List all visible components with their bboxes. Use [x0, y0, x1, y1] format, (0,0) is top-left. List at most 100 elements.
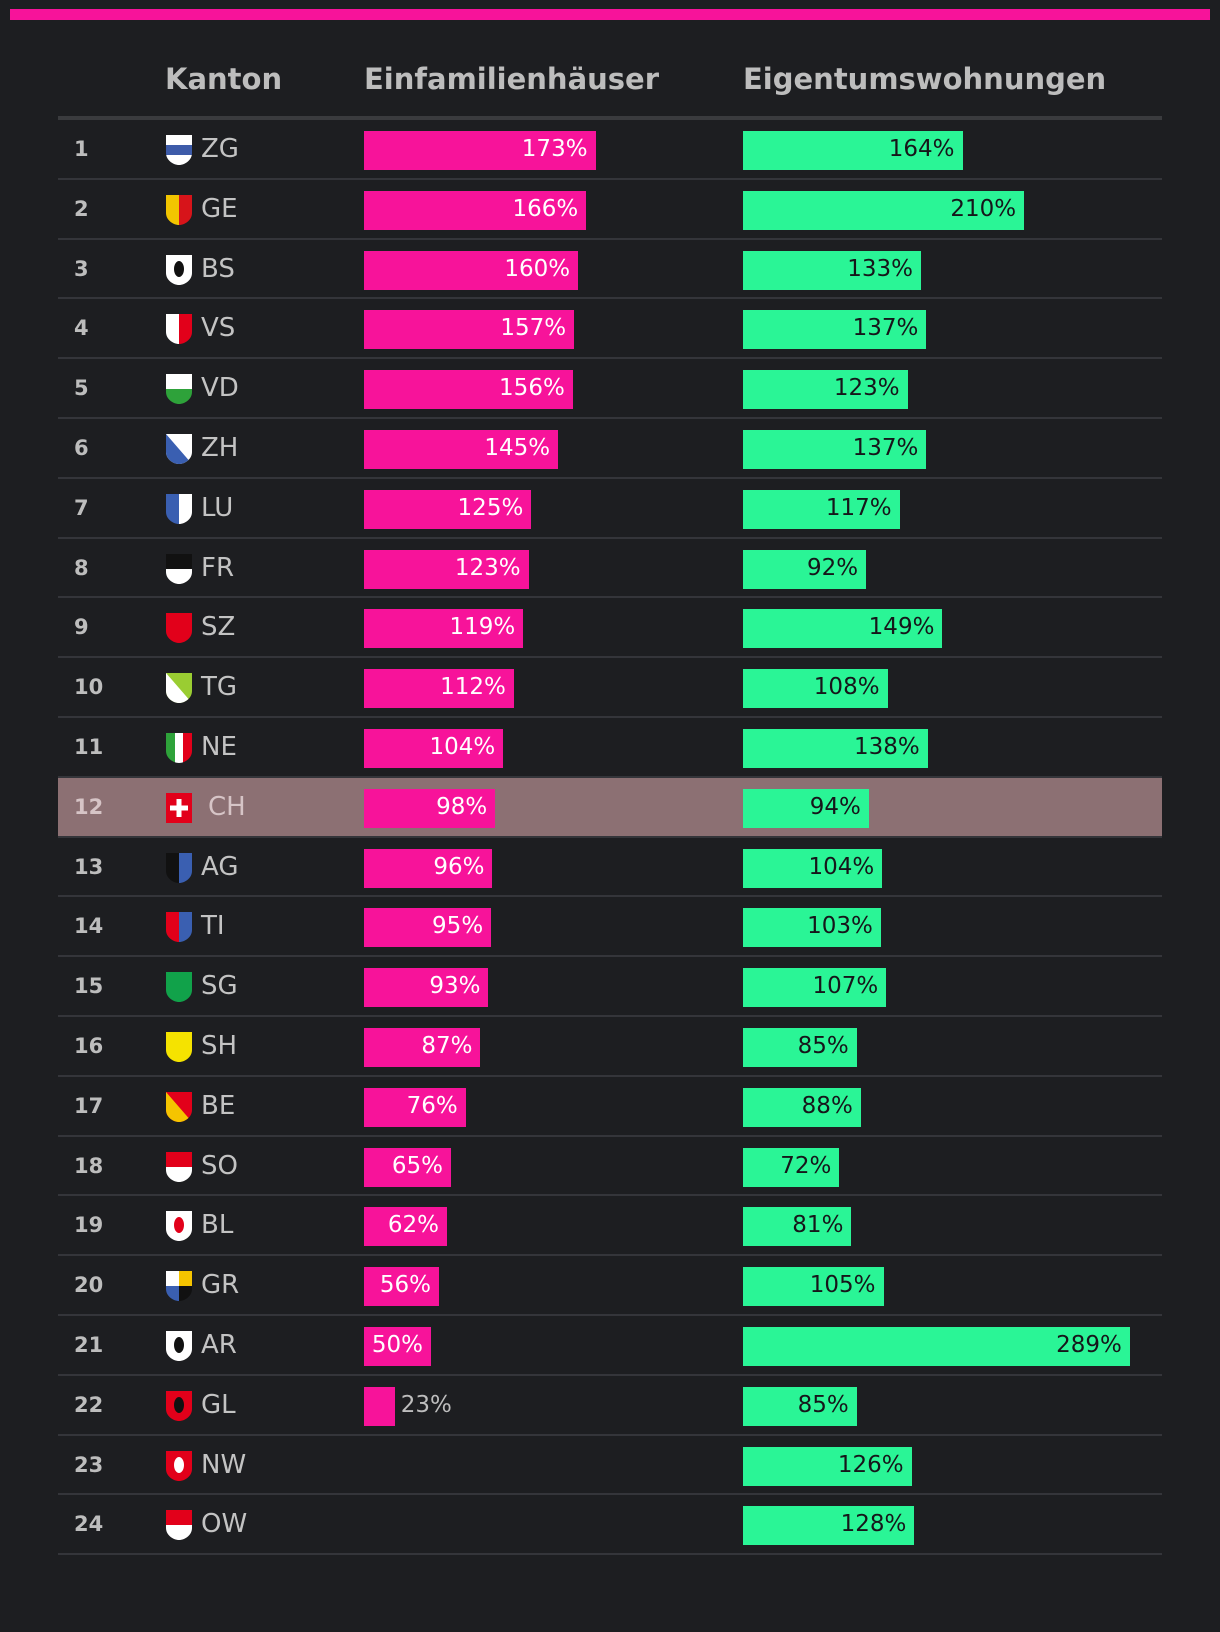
rank-label: 22: [74, 1392, 104, 1417]
column-header-einfamilienhaeuser: Einfamilienhäuser: [364, 62, 660, 96]
canton-label: SO: [201, 1150, 238, 1181]
rank-label: 12: [74, 794, 104, 819]
tg-flag-icon: [166, 673, 192, 704]
canton-label: SH: [201, 1030, 238, 1061]
value-label-einfamilienhaeuser: 95%: [432, 913, 484, 940]
rank-label: 23: [74, 1452, 104, 1477]
value-label-eigentumswohnungen: 105%: [809, 1272, 876, 1299]
rank-label: 11: [74, 734, 104, 759]
canton-label: SG: [201, 971, 238, 1002]
rank-label: 19: [74, 1213, 104, 1238]
table-row: 2 GE 166% 210%: [58, 180, 1162, 240]
value-label-eigentumswohnungen: 107%: [812, 973, 879, 1000]
table-row: 19 BL 62% 81%: [58, 1196, 1162, 1257]
gl-flag-icon: [166, 1390, 192, 1421]
bar-einfamilienhaeuser: [364, 1027, 481, 1067]
canton-label: ZG: [201, 134, 239, 164]
table-row: 23 NW 126%: [58, 1436, 1162, 1496]
sz-flag-icon: [166, 613, 192, 644]
value-label-einfamilienhaeuser: 104%: [429, 733, 496, 760]
value-label-einfamilienhaeuser: 87%: [421, 1032, 473, 1059]
bar-einfamilienhaeuser: [364, 310, 575, 350]
value-label-eigentumswohnungen: 88%: [801, 1092, 853, 1119]
bar-eigentumswohnungen: [743, 669, 888, 709]
rank-label: 8: [74, 555, 89, 580]
rank-label: 2: [74, 196, 89, 221]
accent-top-bar: [10, 9, 1210, 20]
bar-einfamilienhaeuser: [364, 190, 587, 230]
canton-label: LU: [201, 492, 234, 523]
rank-label: 24: [74, 1512, 104, 1537]
canton-label: VS: [201, 313, 236, 344]
bar-eigentumswohnungen: [743, 1147, 840, 1187]
table-row: 12 CH 98% 94%: [58, 777, 1162, 838]
sh-flag-icon: [166, 1031, 192, 1062]
value-label-einfamilienhaeuser: 157%: [500, 315, 567, 342]
bar-eigentumswohnungen: [743, 310, 927, 350]
ar-flag-icon: [166, 1330, 192, 1361]
bar-einfamilienhaeuser: [364, 669, 514, 709]
canton-label: BL: [201, 1210, 234, 1241]
rank-label: 3: [74, 256, 89, 281]
rank-label: 21: [74, 1332, 104, 1357]
canton-label: NW: [201, 1449, 247, 1480]
value-label-einfamilienhaeuser: 160%: [504, 255, 571, 282]
so-flag-icon: [166, 1151, 192, 1182]
value-label-einfamilienhaeuser: 112%: [440, 674, 506, 701]
table-row: 24 OW 128%: [58, 1495, 1162, 1556]
value-label-eigentumswohnungen: 126%: [837, 1451, 904, 1478]
canton-label: GL: [201, 1389, 236, 1420]
flag-icon-0: [166, 135, 192, 165]
canton-label: TI: [201, 911, 225, 942]
canton-label: BE: [201, 1090, 236, 1121]
canton-label: SZ: [201, 612, 236, 643]
table-row: 15 SG 93% 107%: [58, 957, 1162, 1017]
bar-eigentumswohnungen: [743, 549, 867, 589]
value-label-eigentumswohnungen: 85%: [797, 1032, 849, 1059]
bar-einfamilienhaeuser: [364, 1386, 395, 1426]
table-row: 18 SO 65% 72%: [58, 1137, 1162, 1197]
value-label-einfamilienhaeuser: 62%: [387, 1212, 439, 1239]
table-row: 16 SH 87% 85%: [58, 1017, 1162, 1077]
value-label-einfamilienhaeuser: 23%: [400, 1391, 452, 1418]
lu-flag-icon: [166, 493, 192, 524]
value-label-einfamilienhaeuser: 56%: [379, 1272, 431, 1299]
bar-einfamilienhaeuser: [364, 549, 529, 589]
bar-eigentumswohnungen: [743, 1446, 912, 1486]
fr-flag-icon: [166, 553, 192, 584]
bar-eigentumswohnungen: [743, 1207, 852, 1247]
value-label-einfamilienhaeuser: 98%: [436, 793, 488, 820]
canton-label: AR: [201, 1329, 237, 1360]
rank-label: 1: [74, 137, 89, 161]
bar-eigentumswohnungen: [743, 908, 881, 948]
table-row: 3 BS 160% 133%: [58, 240, 1162, 300]
value-label-einfamilienhaeuser: 119%: [449, 614, 516, 641]
canton-label: AG: [201, 851, 239, 882]
bar-einfamilienhaeuser: [364, 788, 496, 828]
value-label-eigentumswohnungen: 164%: [888, 136, 955, 162]
bs-flag-icon: [166, 254, 192, 285]
value-label-eigentumswohnungen: 133%: [847, 255, 914, 282]
bar-eigentumswohnungen: [743, 370, 908, 410]
value-label-eigentumswohnungen: 108%: [813, 674, 880, 701]
bar-eigentumswohnungen: [743, 131, 963, 170]
table-body: 1 ZG 173% 164% 2 GE 166% 210% 3 BS 160% 133% 4 VS 157%…: [58, 120, 1162, 1556]
bar-eigentumswohnungen: [743, 1326, 1130, 1366]
canton-label: GR: [201, 1270, 240, 1301]
value-label-eigentumswohnungen: 128%: [840, 1511, 907, 1538]
canton-label: NE: [201, 731, 237, 762]
table-row: 6 ZH 145% 137%: [58, 419, 1162, 479]
canton-label: FR: [201, 552, 235, 583]
zh-flag-icon: [166, 433, 192, 464]
column-header-kanton: Kanton: [165, 62, 283, 96]
table-row: 7 LU 125% 117%: [58, 479, 1162, 539]
bar-einfamilienhaeuser: [364, 728, 504, 768]
bar-einfamilienhaeuser: [364, 1207, 447, 1247]
rank-label: 10: [74, 675, 104, 700]
bl-flag-icon: [166, 1211, 192, 1242]
bar-eigentumswohnungen: [743, 190, 1025, 230]
bar-einfamilienhaeuser: [364, 131, 596, 170]
rank-label: 13: [74, 854, 104, 879]
bar-einfamilienhaeuser: [364, 489, 532, 529]
table-row: 21 AR 50% 289%: [58, 1316, 1162, 1376]
